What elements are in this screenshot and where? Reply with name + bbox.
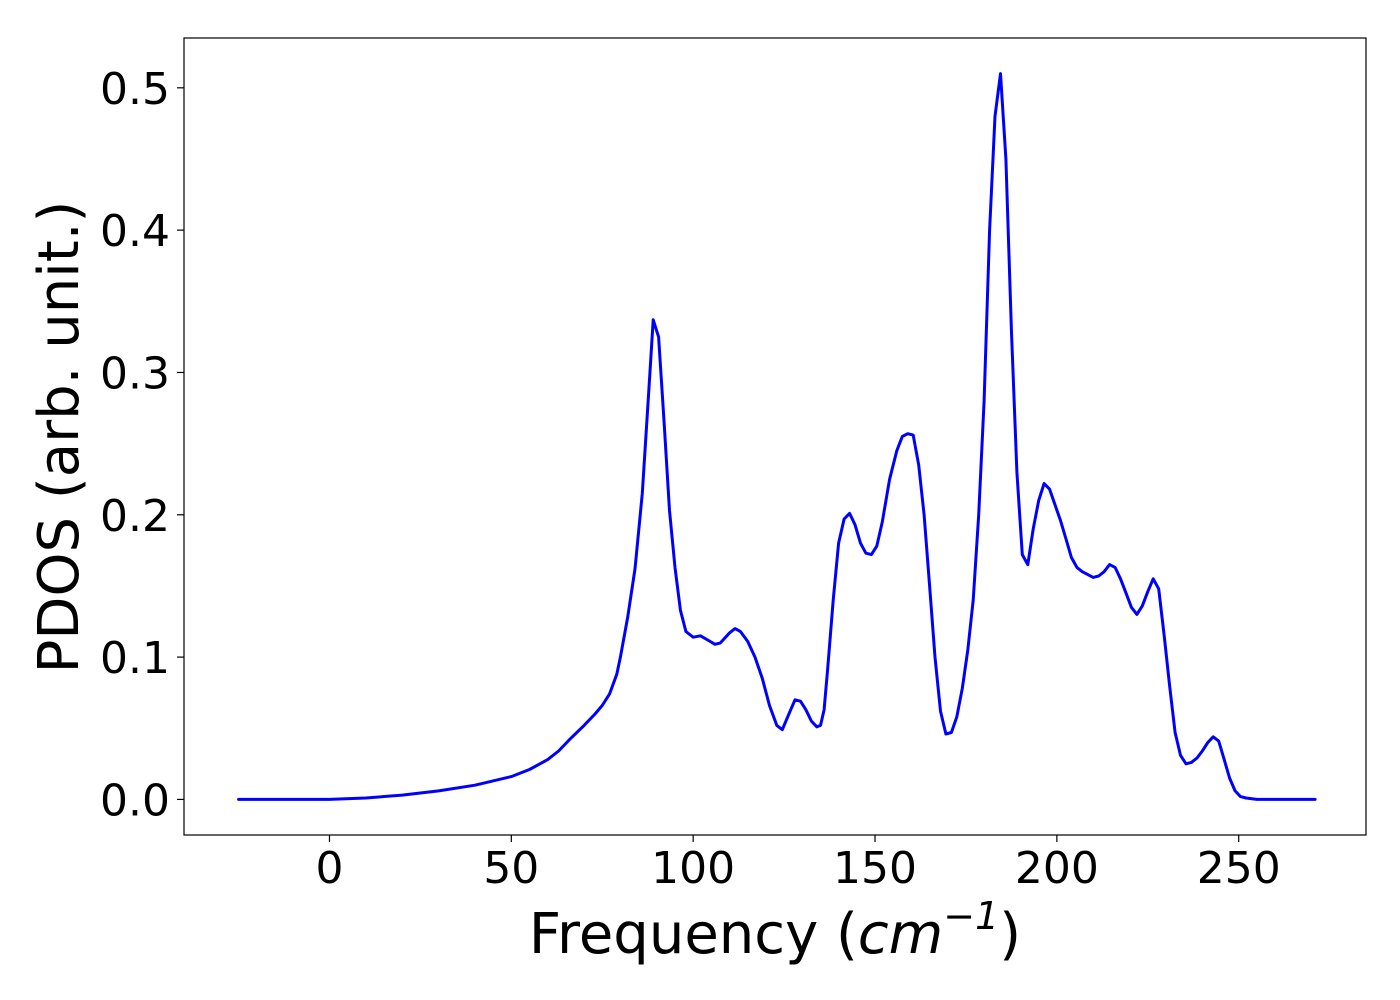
x-axis-label: Frequency (cm−1) — [529, 894, 1021, 967]
x-axis-label-unit: cm — [858, 902, 943, 967]
y-axis-label: PDOS (arb. unit.) — [27, 201, 92, 674]
x-tick-label: 50 — [483, 843, 539, 894]
plot-frame — [183, 37, 1367, 836]
y-axis-ticks: 0.0 0.1 0.2 0.3 0.4 0.5 — [100, 64, 184, 826]
y-tick-label: 0.1 — [100, 633, 170, 684]
x-tick-label: 0 — [315, 843, 343, 894]
y-tick-label: 0.5 — [100, 64, 170, 115]
pdos-series-line — [237, 72, 1317, 801]
y-tick-label: 0.2 — [100, 491, 170, 542]
x-axis-label-suffix: ) — [999, 902, 1021, 967]
y-tick-label: 0.3 — [100, 348, 170, 399]
x-axis-label-prefix: Frequency ( — [529, 902, 858, 967]
y-tick-label: 0.4 — [100, 206, 170, 257]
x-axis-ticks: 0 50 100 150 200 250 — [315, 835, 1281, 894]
x-tick-label: 200 — [1015, 843, 1099, 894]
x-tick-label: 100 — [651, 843, 735, 894]
plot-area — [184, 38, 1366, 835]
x-axis-label-exponent: −1 — [943, 894, 999, 938]
y-tick-label: 0.0 — [100, 775, 170, 826]
x-tick-label: 250 — [1197, 843, 1281, 894]
x-tick-label: 150 — [833, 843, 917, 894]
